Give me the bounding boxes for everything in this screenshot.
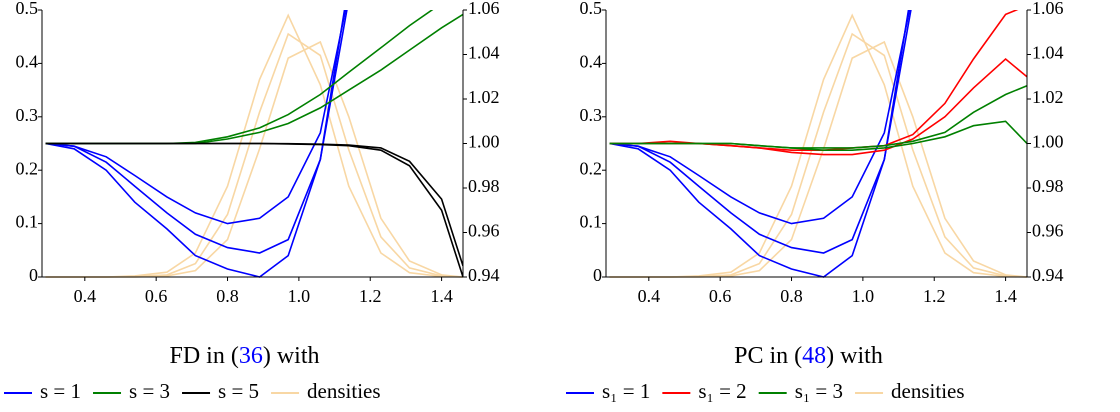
- legend-label: densities: [307, 379, 381, 403]
- series-line: [45, 13, 463, 278]
- y-tick-label: 0.2: [16, 158, 39, 178]
- legend-label: s₁ = 3: [795, 379, 843, 403]
- chart: 00.10.20.30.40.50.940.960.981.001.021.04…: [566, 0, 1064, 403]
- caption-part: PC in (: [734, 343, 802, 369]
- series-line: [45, 10, 346, 278]
- x-tick-label: 0.4: [74, 286, 97, 306]
- y-tick-label: 0: [593, 265, 602, 285]
- y-tick-label: 0.2: [580, 158, 603, 178]
- legend-label: s₁ = 2: [698, 379, 746, 403]
- y2-tick-label: 0.98: [1032, 176, 1064, 196]
- y-tick-label: 0.1: [580, 212, 603, 232]
- caption: PC in (48) with: [734, 343, 883, 369]
- x-tick-label: 0.6: [145, 286, 168, 306]
- legend: s = 1 s = 3 s = 5 densities: [4, 379, 381, 403]
- series-line: [609, 10, 911, 225]
- x-tick-label: 1.2: [923, 286, 946, 306]
- y2-tick-label: 1.06: [468, 0, 500, 18]
- y2-tick-label: 0.98: [468, 176, 500, 196]
- legend-label: s = 3: [129, 379, 170, 403]
- y-tick-label: 0.4: [16, 52, 39, 72]
- y-tick-label: 0.3: [16, 105, 39, 125]
- y-tick-label: 0.1: [16, 212, 39, 232]
- x-tick-label: 1.0: [852, 286, 875, 306]
- y-tick-label: 0.3: [580, 105, 603, 125]
- x-tick-label: 0.8: [216, 286, 239, 306]
- y2-tick-label: 1.00: [1032, 132, 1064, 152]
- series-line: [609, 10, 910, 278]
- series-line: [45, 142, 463, 267]
- series-line: [45, 10, 348, 254]
- caption-part: ) with: [826, 343, 883, 369]
- y2-tick-label: 0.96: [1032, 221, 1064, 241]
- y-tick-label: 0.4: [580, 52, 603, 72]
- x-tick-label: 1.4: [430, 286, 453, 306]
- caption-part: 48: [802, 343, 826, 369]
- x-tick-label: 0.8: [780, 286, 803, 306]
- caption-part: 36: [239, 343, 263, 369]
- series-line: [45, 10, 347, 225]
- series-line: [45, 32, 463, 278]
- caption: FD in (36) with: [169, 343, 319, 369]
- y2-tick-label: 1.00: [468, 132, 500, 152]
- series-line: [609, 10, 912, 254]
- y-tick-label: 0.5: [16, 0, 39, 18]
- chart: 0 0.1 0.2 0.3 0.4 0.5 0.94 0.96 0.98 1.00 1.02 1.04…: [4, 0, 500, 403]
- series-line: [609, 40, 1027, 278]
- y2-tick-label: 1.04: [1032, 43, 1064, 63]
- y2-tick-label: 0.94: [468, 265, 500, 285]
- y2-tick-label: 0.96: [468, 221, 500, 241]
- caption-part: ) with: [263, 343, 320, 369]
- legend-label: densities: [891, 379, 965, 403]
- series-line: [45, 10, 434, 145]
- legend: s₁ = 1 s₁ = 2 s₁ = 3 densities: [566, 379, 965, 403]
- plot-area: [609, 10, 1027, 278]
- legend-label: s = 5: [218, 379, 259, 403]
- series-line: [45, 13, 463, 145]
- y-tick-label: 0.5: [580, 0, 603, 18]
- x-tick-label: 1.2: [359, 286, 382, 306]
- y-tick-label: 0: [29, 265, 38, 285]
- x-tick-label: 0.4: [638, 286, 661, 306]
- legend-label: s₁ = 1: [602, 379, 650, 403]
- series-line: [45, 40, 463, 278]
- plot-area: [45, 10, 463, 278]
- y2-tick-label: 1.06: [1032, 0, 1064, 18]
- x-tick-label: 1.4: [994, 286, 1017, 306]
- x-tick-label: 0.6: [709, 286, 732, 306]
- series-line: [609, 32, 1027, 278]
- y2-tick-label: 1.04: [468, 43, 500, 63]
- legend-label: s = 1: [40, 379, 81, 403]
- y2-tick-label: 1.02: [1032, 87, 1064, 107]
- y2-tick-label: 1.02: [468, 87, 500, 107]
- series-line: [609, 13, 1027, 278]
- x-tick-label: 1.0: [288, 286, 311, 306]
- series-line: [609, 120, 1027, 151]
- caption-part: FD in (: [169, 343, 238, 369]
- y2-tick-label: 0.94: [1032, 265, 1064, 285]
